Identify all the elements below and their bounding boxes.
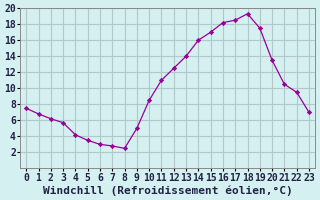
X-axis label: Windchill (Refroidissement éolien,°C): Windchill (Refroidissement éolien,°C): [43, 185, 292, 196]
